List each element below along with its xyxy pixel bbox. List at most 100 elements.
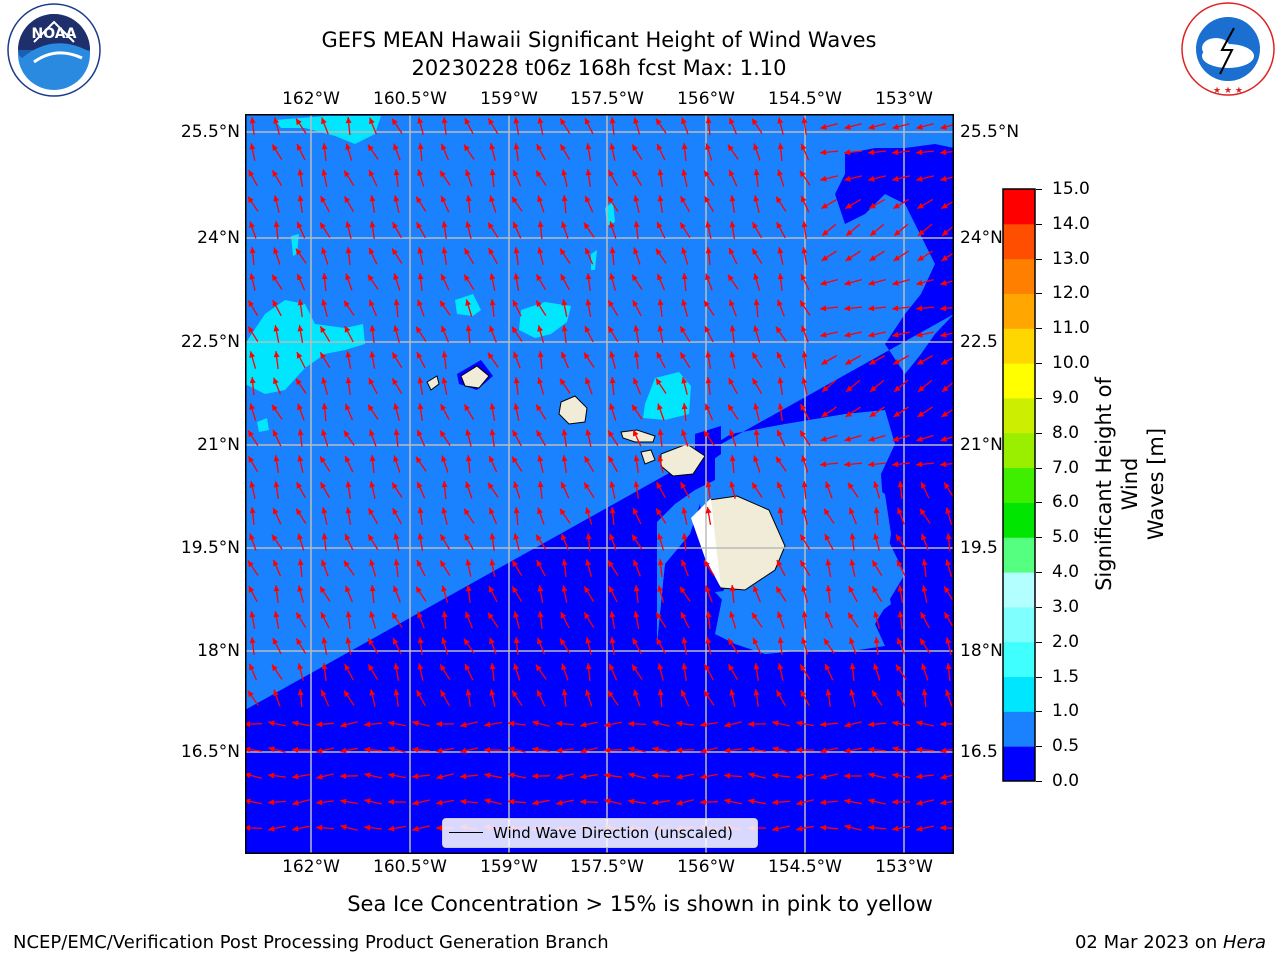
wind-wave-arrow-head: [297, 221, 303, 229]
wind-wave-arrow-head: [796, 720, 803, 727]
wind-wave-arrow-head: [393, 663, 400, 670]
wind-wave-arrow-head: [753, 455, 759, 463]
wind-wave-arrow-head: [535, 664, 542, 672]
wind-wave-arrow-head: [512, 299, 519, 307]
lon-label-top: 162°W: [282, 89, 340, 109]
wind-wave-arrow-head: [248, 560, 254, 568]
colorbar-tick-mark: [1036, 572, 1042, 574]
wind-wave-arrow-head: [247, 690, 254, 698]
wind-wave-arrow-head: [441, 273, 447, 281]
wind-wave-arrow-head: [609, 221, 615, 229]
wind-wave-arrow-head: [296, 508, 302, 516]
wind-wave-arrow-head: [844, 824, 851, 831]
wind-wave-arrow-head: [801, 143, 807, 151]
wind-wave-arrow-head: [585, 273, 592, 280]
colorbar-tick-label: 8.0: [1052, 422, 1080, 443]
wind-wave-arrow-head: [321, 273, 328, 280]
wind-wave-arrow-head: [441, 325, 447, 333]
wind-wave-arrow-head: [489, 559, 496, 566]
wind-wave-arrow-head: [681, 273, 688, 280]
wind-wave-arrow-head: [652, 772, 659, 779]
wind-wave-arrow-head: [248, 586, 255, 593]
wind-wave-arrow-head: [607, 690, 614, 698]
wind-wave-arrow-head: [609, 507, 616, 514]
colorbar-block: [1003, 258, 1035, 294]
wind-wave-arrow-head: [680, 222, 686, 230]
wind-wave-arrow-head: [705, 143, 711, 150]
wind-wave-arrow-head: [292, 746, 299, 753]
wind-wave-arrow-head: [537, 247, 544, 254]
wind-wave-arrow-head: [822, 229, 829, 236]
wind-wave-arrow-head: [316, 721, 323, 728]
wind-wave-arrow-head: [777, 273, 784, 280]
wind-wave-arrow-head: [465, 585, 472, 592]
wind-wave-arrow-head: [369, 117, 375, 125]
wind-wave-arrow-head: [681, 299, 688, 306]
wind-wave-arrow-head: [559, 508, 566, 516]
wind-wave-arrow-head: [585, 299, 592, 306]
wind-wave-arrow-head: [657, 663, 664, 670]
wind-wave-arrow-head: [268, 825, 275, 832]
wind-wave-arrow-head: [753, 585, 759, 593]
wind-wave-arrow-head: [489, 429, 496, 436]
wind-wave-arrow-head: [412, 773, 419, 780]
colorbar-block: [1003, 397, 1035, 434]
wind-wave-arrow-head: [417, 117, 424, 124]
wind-wave-arrow-head: [916, 746, 923, 753]
wind-wave-arrow-head: [800, 664, 806, 672]
wind-wave-arrow-head: [296, 482, 303, 489]
wind-wave-arrow-head: [628, 720, 635, 727]
wind-wave-arrow-head: [729, 169, 735, 177]
wind-wave-arrow-head: [846, 229, 853, 236]
wind-wave-arrow-head: [484, 747, 490, 753]
wind-wave-arrow-head: [940, 747, 947, 754]
wind-wave-arrow-head: [868, 175, 875, 182]
lat-label-left: 25.5°N: [180, 122, 240, 142]
wind-wave-arrow-head: [532, 799, 539, 806]
colorbar-block: [1003, 363, 1035, 399]
wind-wave-arrow-head: [416, 351, 423, 359]
wind-wave-arrow-head: [844, 305, 851, 312]
wind-wave-arrow-head: [724, 721, 731, 728]
wind-wave-arrow-head: [801, 195, 807, 203]
wind-wave-arrow-head: [869, 202, 876, 209]
wind-wave-arrow-head: [777, 663, 784, 670]
wind-wave-arrow-head: [344, 690, 350, 698]
wind-wave-arrow-head: [777, 169, 783, 177]
wind-wave-arrow-head: [316, 773, 323, 780]
wind-wave-arrow-head: [916, 461, 923, 468]
lat-label-right: 22.5: [960, 332, 998, 352]
wind-wave-arrow-head: [608, 456, 615, 463]
wind-wave-arrow-head: [508, 746, 515, 753]
wind-wave-arrow-head: [825, 559, 832, 566]
wind-wave-arrow-head: [316, 747, 323, 754]
wind-wave-arrow-head: [777, 247, 784, 254]
wind-wave-arrow-head: [489, 403, 496, 410]
wind-wave-arrow-head: [632, 144, 638, 152]
wind-wave-arrow-head: [820, 773, 827, 780]
wind-wave-arrow-head: [561, 299, 568, 306]
wind-wave-arrow-head: [873, 611, 880, 618]
wind-wave-arrow-head: [868, 798, 875, 805]
wind-wave-arrow-head: [512, 430, 519, 437]
wind-wave-arrow-head: [777, 299, 783, 307]
wind-wave-arrow-head: [513, 169, 519, 177]
legend-label: Wind Wave Direction (unscaled): [493, 824, 733, 842]
wind-wave-arrow-head: [801, 117, 808, 124]
wind-wave-arrow-head: [652, 720, 659, 727]
wind-wave-arrow-head: [892, 175, 899, 182]
wind-wave-arrow-head: [801, 481, 808, 488]
wind-wave-arrow-head: [941, 202, 948, 209]
wind-wave-arrow-head: [657, 689, 664, 696]
wind-wave-arrow-head: [441, 585, 448, 592]
wind-wave-arrow-head: [441, 117, 448, 124]
wind-wave-arrow-head: [873, 637, 880, 644]
lon-label-top: 153°W: [875, 89, 933, 109]
wind-wave-arrow-head: [367, 274, 374, 282]
wind-wave-arrow-head: [272, 144, 278, 152]
wind-wave-arrow-head: [892, 461, 899, 468]
wind-wave-arrow-head: [560, 118, 566, 126]
wind-wave-arrow-head: [556, 799, 563, 806]
wind-wave-arrow-head: [892, 772, 899, 779]
colorbar-block: [1003, 676, 1035, 712]
